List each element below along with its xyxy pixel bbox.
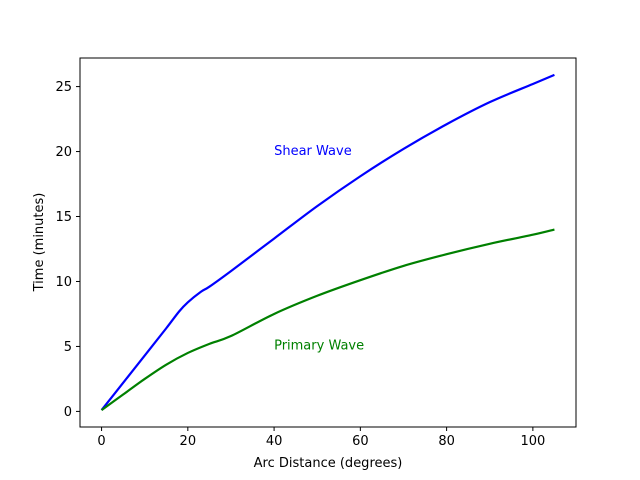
- series-layer: [100, 73, 555, 412]
- y-tick-label: 10: [55, 275, 72, 290]
- x-axis-label: Arc Distance (degrees): [254, 456, 403, 471]
- y-axis-label: Time (minutes): [32, 193, 47, 293]
- x-tick-label: 40: [266, 434, 283, 449]
- primary-wave-annotation: Primary Wave: [274, 339, 364, 354]
- shear-wave-line: [100, 73, 555, 411]
- y-tick-label: 5: [64, 340, 72, 355]
- x-tick-label: 60: [352, 434, 369, 449]
- x-tick-label: 20: [180, 434, 197, 449]
- primary-wave-line: [100, 228, 555, 412]
- plot-frame: [79, 57, 577, 428]
- x-tick-label: 100: [520, 434, 545, 449]
- x-tick-label: 0: [97, 434, 105, 449]
- y-tick-label: 25: [55, 80, 72, 95]
- x-tick-label: 80: [438, 434, 455, 449]
- annotation-layer: Shear Wave Primary Wave: [274, 144, 364, 354]
- y-tick-label: 15: [55, 210, 72, 225]
- y-tick-label: 0: [64, 405, 72, 420]
- shear-wave-annotation: Shear Wave: [274, 144, 352, 159]
- y-tick-label: 20: [55, 145, 72, 160]
- ticks-layer: 0 20 40 60 80 100 0 5 10 15 20 25: [55, 80, 545, 449]
